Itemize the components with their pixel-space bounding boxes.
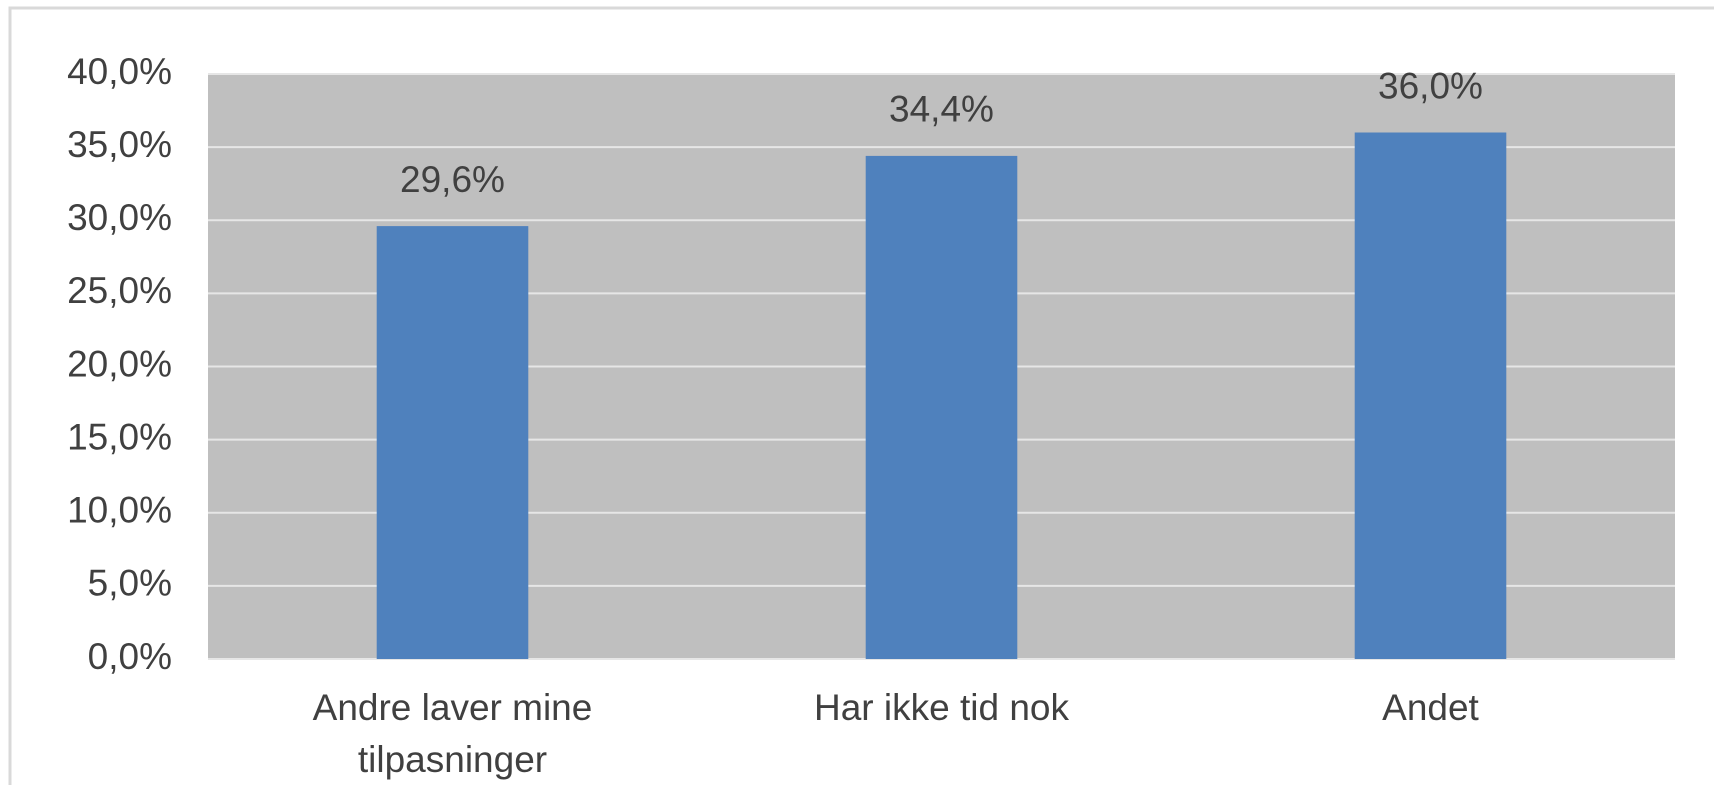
value-label: 34,4% [889, 89, 994, 130]
value-label: 29,6% [400, 159, 505, 200]
y-tick-label: 20,0% [67, 343, 172, 384]
bar [1354, 132, 1507, 659]
x-tick-label: Har ikke tid nok [814, 687, 1069, 728]
y-tick-label: 0,0% [88, 636, 172, 677]
bar [865, 155, 1018, 659]
y-tick-label: 10,0% [67, 490, 172, 531]
y-tick-label: 30,0% [67, 197, 172, 238]
x-tick-label: Andet [1382, 687, 1479, 728]
y-tick-label: 5,0% [88, 563, 172, 604]
value-label: 36,0% [1378, 65, 1483, 106]
y-tick-label: 40,0% [67, 51, 172, 92]
y-tick-label: 35,0% [67, 124, 172, 165]
y-tick-label: 15,0% [67, 416, 172, 457]
y-tick-label: 25,0% [67, 270, 172, 311]
x-tick-label: Andre laver mine tilpasninger [312, 687, 593, 780]
bar [376, 226, 529, 659]
